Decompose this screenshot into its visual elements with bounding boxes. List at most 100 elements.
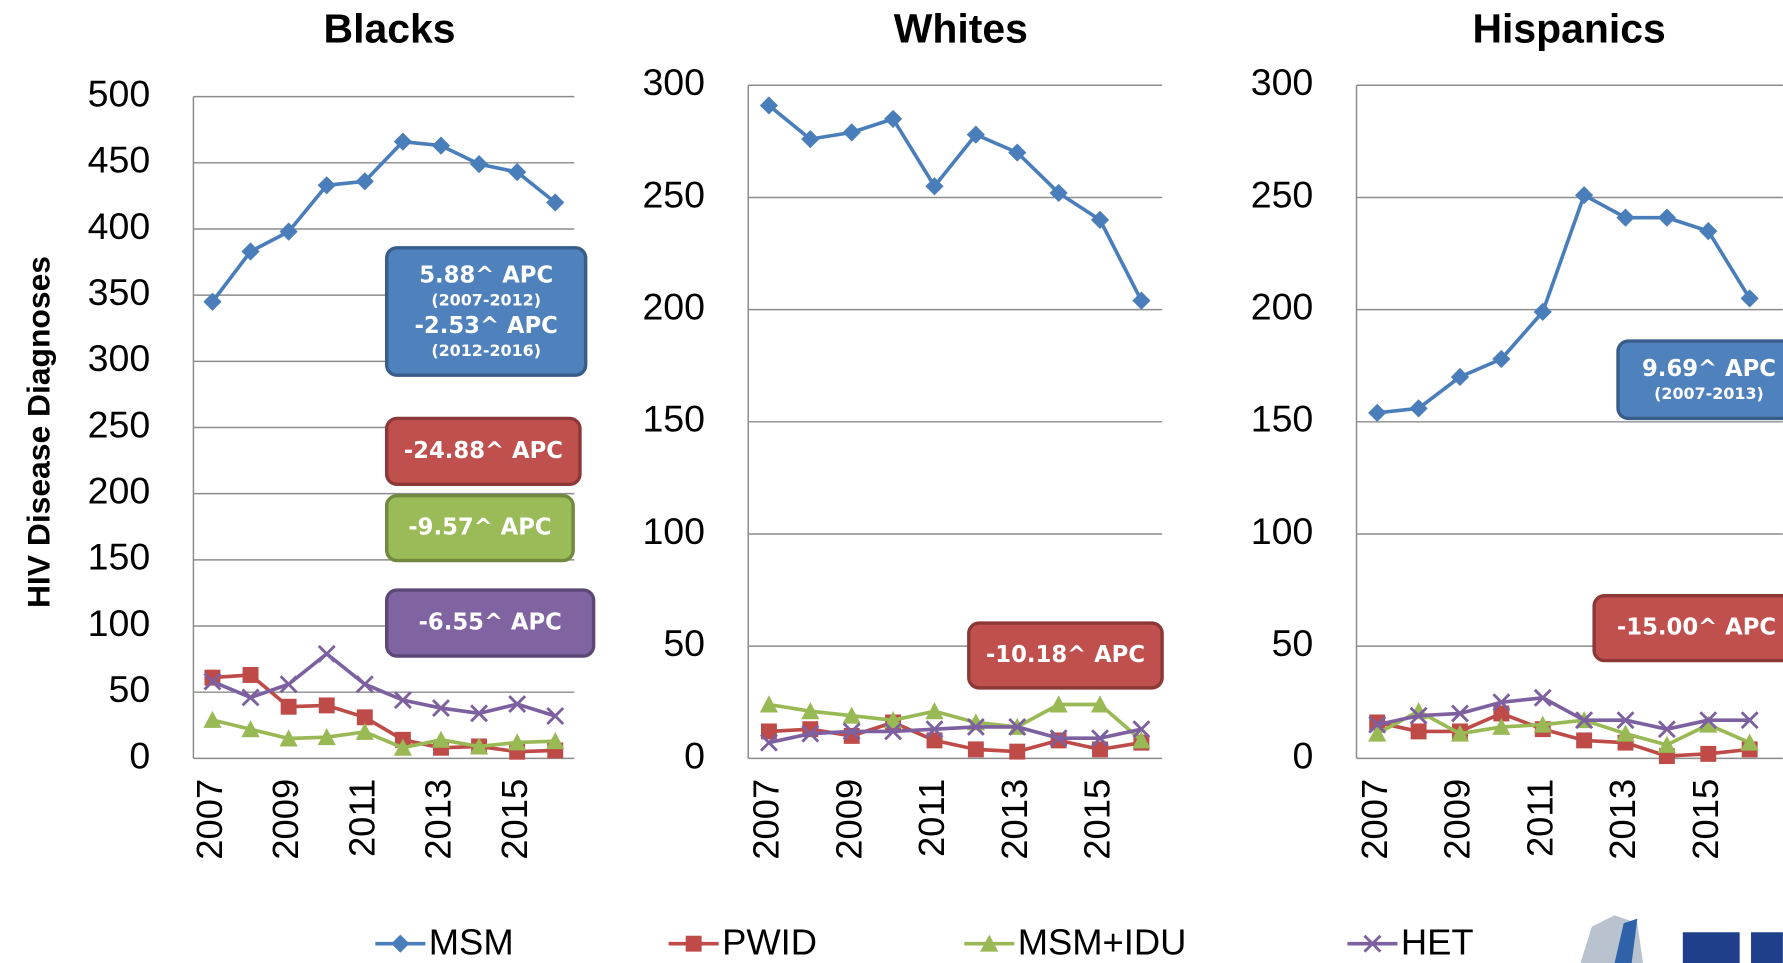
marker-triangle xyxy=(925,702,944,720)
annotation: -15.00^ APC xyxy=(1592,594,1783,663)
marker-x xyxy=(393,691,412,710)
y-tick-label: 200 xyxy=(88,470,151,512)
marker-x xyxy=(1699,711,1718,730)
series xyxy=(759,695,1151,749)
marker-triangle xyxy=(203,710,222,728)
x-tick-label: 2015 xyxy=(494,779,535,860)
y-tick-label: 350 xyxy=(88,271,151,313)
marker-square xyxy=(280,698,297,715)
marker-diamond xyxy=(966,125,985,144)
marker-triangle xyxy=(842,706,861,724)
marker-diamond xyxy=(1368,403,1387,422)
marker-square xyxy=(1576,732,1593,749)
marker-x xyxy=(432,699,450,718)
x-tick-label: 2015 xyxy=(1077,779,1118,860)
marker-diamond xyxy=(1740,289,1759,308)
marker-diamond xyxy=(1492,349,1511,369)
y-tick-label: 0 xyxy=(129,734,150,776)
marker-triangle xyxy=(1657,735,1676,753)
annotation: -24.88^ APC xyxy=(384,416,582,487)
marker-x xyxy=(1657,720,1676,739)
annotation-box xyxy=(384,588,596,658)
annotation-text: -10.18^ APC xyxy=(986,642,1145,668)
marker-triangle xyxy=(355,722,374,740)
annotation-box xyxy=(384,494,575,563)
marker-diamond xyxy=(925,177,944,196)
annotation-box xyxy=(1592,594,1783,663)
marker-diamond xyxy=(203,292,222,311)
marker-x xyxy=(1533,688,1552,707)
y-tick-label: 50 xyxy=(663,622,705,664)
x-tick-label: 2011 xyxy=(341,779,382,857)
marker-triangle xyxy=(241,720,260,738)
y-tick-label: 150 xyxy=(88,536,151,578)
marker-diamond xyxy=(1090,210,1110,229)
series-line xyxy=(768,702,1143,742)
annotation-box xyxy=(384,246,588,377)
marker-x xyxy=(1575,711,1594,730)
marker-x xyxy=(508,695,527,714)
marker-x xyxy=(1363,934,1382,953)
y-tick-label: 0 xyxy=(1292,734,1313,776)
annotation: -6.55^ APC xyxy=(384,588,596,658)
marker-square xyxy=(1092,741,1108,758)
chart-title: Whites xyxy=(894,6,1028,52)
marker-diamond xyxy=(391,934,410,953)
annotation: -9.57^ APC xyxy=(384,494,575,563)
marker-diamond xyxy=(355,172,374,191)
marker-x xyxy=(470,704,489,723)
marker-x xyxy=(317,644,336,663)
marker-diamond xyxy=(1049,183,1068,203)
series xyxy=(759,96,1151,310)
marker-x xyxy=(1409,706,1428,725)
marker-diamond xyxy=(1657,208,1676,227)
legend-label: HET xyxy=(1401,921,1474,962)
annotation-box xyxy=(967,621,1164,690)
marker-x xyxy=(884,722,903,741)
marker-x xyxy=(1132,720,1151,739)
x-tick-label: 2009 xyxy=(1437,779,1478,860)
marker-triangle xyxy=(317,728,336,746)
y-tick-label: 250 xyxy=(1251,173,1314,215)
y-tick-label: 400 xyxy=(88,205,151,247)
marker-triangle xyxy=(801,702,820,720)
marker-square xyxy=(1410,723,1427,740)
annotation: 9.69^ APC (2007-2013) xyxy=(1616,339,1783,421)
series xyxy=(203,132,565,311)
marker-square xyxy=(685,935,702,952)
marker-diamond xyxy=(842,123,861,142)
annotation-text: -24.88^ APC xyxy=(404,438,563,464)
y-tick-label: 250 xyxy=(642,173,705,215)
marker-x xyxy=(546,707,565,725)
marker-square xyxy=(1009,743,1026,760)
marker-triangle xyxy=(508,733,527,751)
marker-x xyxy=(1616,711,1635,730)
chart-title: Blacks xyxy=(324,6,456,52)
marker-triangle xyxy=(279,729,298,747)
x-tick-label: 2015 xyxy=(1685,779,1726,860)
marker-diamond xyxy=(317,176,336,195)
marker-diamond xyxy=(1132,291,1151,310)
marker-diamond xyxy=(469,155,489,174)
y-tick-label: 50 xyxy=(1272,622,1314,664)
marker-diamond xyxy=(1533,302,1552,321)
marker-diamond xyxy=(1450,367,1470,387)
y-tick-label: 200 xyxy=(642,286,705,328)
marker-triangle xyxy=(393,738,412,756)
marker-triangle xyxy=(1368,724,1387,742)
legend-item: PWID xyxy=(668,921,817,962)
legend-item: MSM+IDU xyxy=(964,921,1186,962)
y-tick-label: 500 xyxy=(88,73,151,115)
annotation-text: 5.88^ APC xyxy=(419,263,553,289)
marker-square xyxy=(967,741,984,758)
marker-triangle xyxy=(1616,724,1635,742)
marker-diamond xyxy=(1575,186,1594,205)
y-tick-label: 300 xyxy=(88,337,151,379)
marker-diamond xyxy=(431,136,451,155)
x-tick-label: 2013 xyxy=(994,779,1035,860)
annotation-text: (2007-2013) xyxy=(1654,384,1764,403)
annotation-box xyxy=(384,416,582,487)
annotation-box xyxy=(1616,339,1783,421)
marker-x xyxy=(1492,693,1511,712)
x-tick-label: 2007 xyxy=(1354,779,1395,860)
